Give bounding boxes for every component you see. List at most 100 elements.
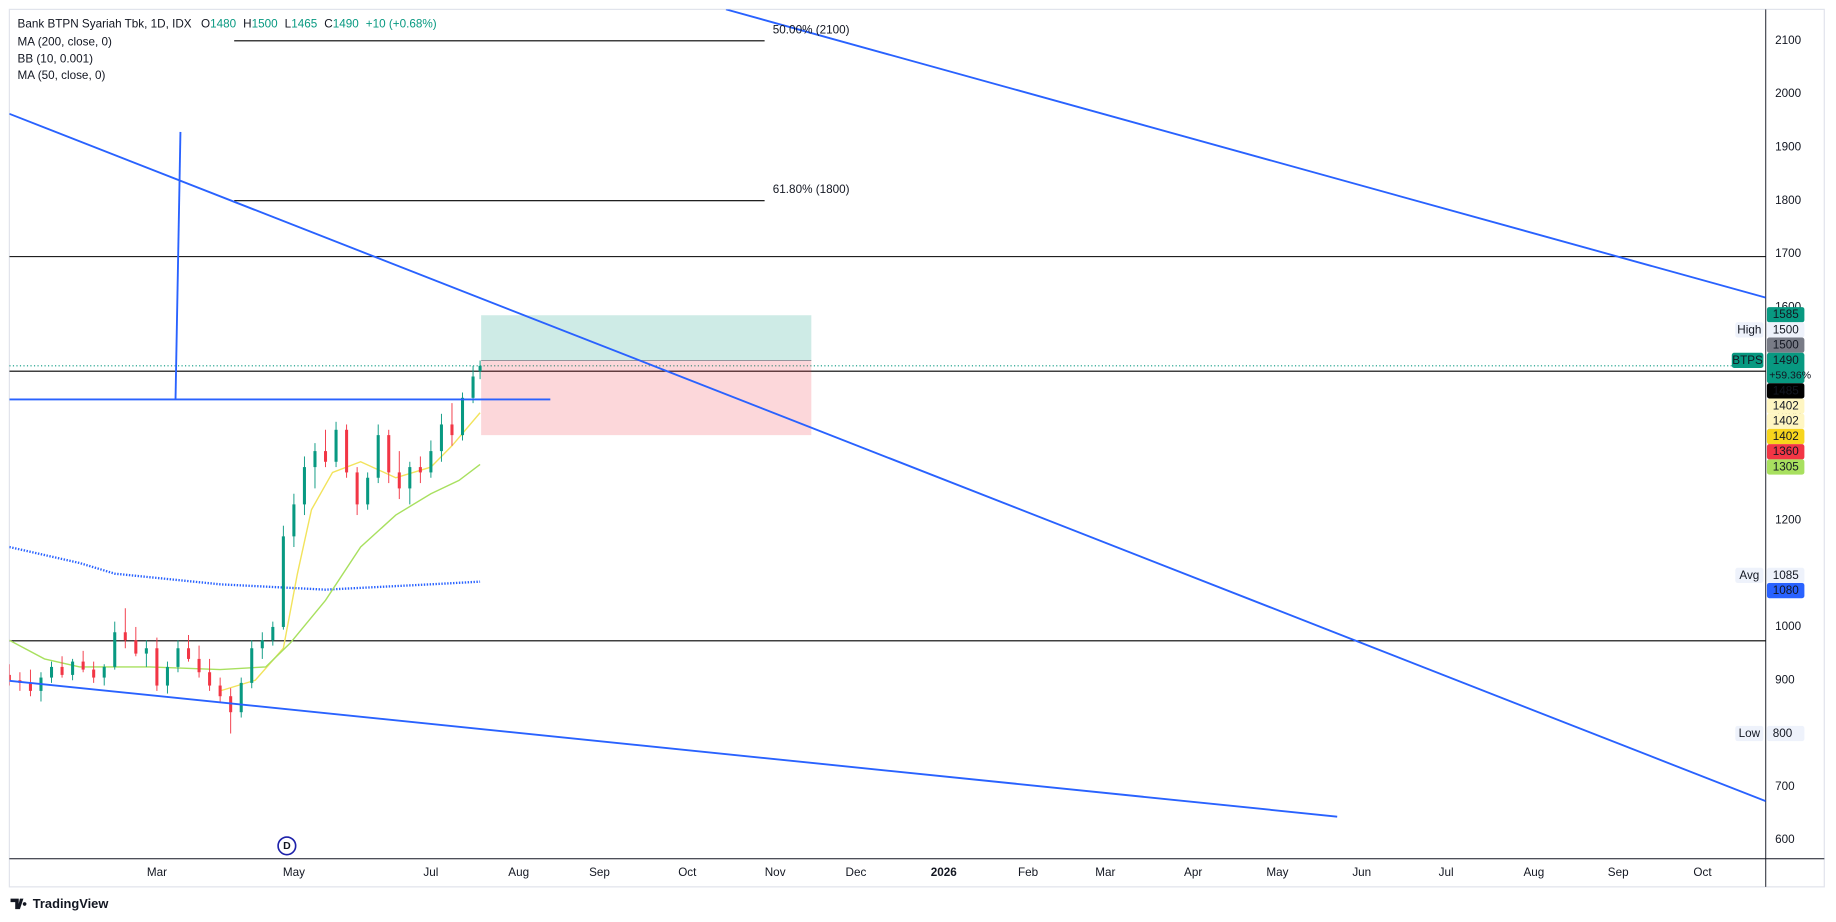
price-tag-value: 800 [1773, 727, 1793, 740]
x-tick-label: Jul [1439, 866, 1454, 879]
candle-body [9, 674, 11, 681]
legend-main: Bank BTPN Syariah Tbk, 1D, IDX O1480 H1500… [18, 18, 437, 31]
candle-body [429, 451, 433, 473]
price-tag [1766, 582, 1805, 599]
indicator-line [9, 545, 481, 591]
candle-body [313, 451, 317, 468]
price-tag [1766, 352, 1805, 384]
candle-body [323, 451, 328, 462]
price-tag-name: Low [1739, 727, 1761, 740]
x-tick-label: Mar [147, 866, 167, 879]
x-tick-label: Jun [1352, 866, 1371, 879]
indicator-line [9, 463, 481, 671]
x-tick-label: May [1266, 866, 1288, 879]
price-tag-value: 1360 [1773, 445, 1800, 458]
candle-body [197, 658, 201, 673]
trend-line [9, 112, 1766, 803]
price-tag [1766, 398, 1805, 414]
candle-body [250, 648, 254, 683]
candle-body [281, 536, 285, 627]
x-tick-label: Mar [1095, 866, 1115, 879]
price-tag-name: BTPS [1732, 354, 1763, 367]
price-tag [1766, 567, 1805, 583]
candle-body [366, 477, 370, 505]
trend-line [174, 131, 182, 400]
event-marker-label: D [283, 840, 291, 852]
y-tick-label: 1700 [1775, 247, 1802, 260]
y-tick-label: 900 [1775, 673, 1795, 686]
fib-label: 61.80% (1800) [773, 183, 850, 196]
x-tick-label: 2026 [931, 866, 958, 879]
ohlc-value: 1480 [210, 18, 237, 31]
candle-body [71, 661, 75, 675]
x-tick-label: Aug [508, 866, 529, 879]
candle-body [450, 424, 454, 436]
candle-body [176, 648, 180, 667]
price-tag [1766, 307, 1805, 323]
candle-body [208, 672, 212, 686]
candle-body [218, 685, 222, 697]
x-tick-label: Oct [1693, 866, 1712, 879]
y-tick-label: 700 [1775, 780, 1795, 793]
price-tag-value: 1402 [1773, 415, 1799, 428]
overlay: Bank BTPN Syariah Tbk, 1D, IDX O1480 H 1500… [18, 18, 1812, 879]
brand-logo: TradingView [10, 896, 110, 911]
candle-body [113, 632, 117, 667]
x-tick-label: Nov [765, 866, 786, 879]
plot-area [9, 9, 1766, 818]
x-tick-label: May [283, 866, 305, 879]
position-target [481, 315, 812, 361]
y-tick-label: 1800 [1775, 194, 1802, 207]
candle-body [186, 648, 191, 659]
y-tick-label: 600 [1775, 833, 1795, 846]
x-tick-label: Sep [589, 866, 610, 879]
y-tick-label: 1000 [1775, 620, 1802, 633]
ohlc-value: 1490 [333, 18, 360, 31]
candle-body [471, 376, 475, 398]
price-tag [1766, 337, 1805, 353]
price-tag-value: 1490 [1773, 354, 1800, 367]
ohlc-label: L [285, 18, 292, 31]
ohlc-value: 1465 [291, 18, 318, 31]
candle-body [92, 669, 96, 678]
candle-body [271, 626, 275, 641]
chart-frame [8, 8, 1825, 888]
symbol-title: Bank BTPN Syariah Tbk, 1D, IDX [18, 18, 192, 31]
candle-body [81, 661, 85, 670]
price-tag-name: Avg [1739, 569, 1759, 582]
x-tick-label: Sep [1608, 866, 1629, 879]
candle-body [345, 429, 349, 473]
x-tick-label: Feb [1018, 866, 1039, 879]
candle-body [334, 429, 338, 462]
brand-name: TradingView [33, 896, 110, 911]
price-tag-value: 1080 [1773, 584, 1800, 597]
price-tag [1766, 383, 1805, 399]
candle-body [165, 666, 169, 686]
price-tag-name-bg [1735, 322, 1764, 338]
position-stop [481, 360, 812, 436]
ohlc-label: O [201, 18, 210, 31]
candle-body [102, 666, 106, 678]
candle-body [302, 467, 306, 505]
y-tick-label: 2100 [1775, 34, 1802, 47]
y-tick-label: 2000 [1775, 87, 1802, 100]
candle-body [134, 640, 138, 654]
ohlc-label: H [243, 18, 251, 31]
candle-body [439, 424, 443, 452]
price-tag-name: High [1737, 323, 1761, 336]
x-tick-label: Oct [678, 866, 697, 879]
price-tag-name-bg [1735, 567, 1764, 583]
trend-line [725, 9, 1766, 299]
ohlc-label: C [324, 18, 332, 31]
price-tag [1766, 444, 1805, 460]
x-tick-label: Jul [423, 866, 438, 879]
x-tick-label: Dec [846, 866, 867, 879]
price-tag-value: 1500 [1773, 323, 1800, 336]
indicator-legend: BB (10, 0.001) [18, 52, 94, 65]
candle-body [144, 648, 148, 654]
candle-body [397, 472, 401, 489]
x-tick-label: Aug [1523, 866, 1544, 879]
price-tag-value: 1085 [1773, 569, 1800, 582]
candle-body [418, 467, 422, 473]
